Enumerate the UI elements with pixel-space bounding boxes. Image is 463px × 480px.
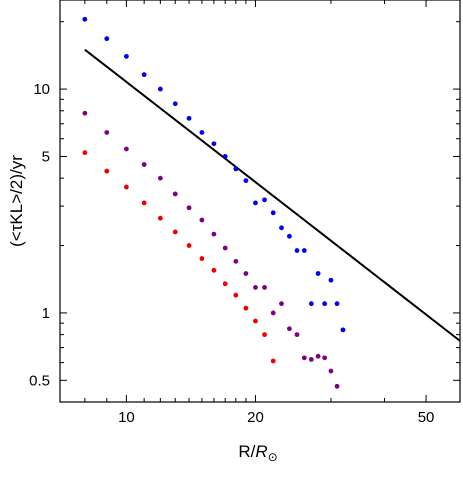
data-point	[233, 292, 239, 298]
y-axis-label: (<τKL>/2)/yr	[7, 155, 26, 247]
data-point	[199, 217, 205, 223]
axis-ticks	[59, 0, 461, 403]
data-point	[334, 383, 340, 389]
data-point	[157, 215, 163, 221]
plot-frame	[59, 0, 461, 403]
data-point	[243, 178, 249, 184]
data-point	[199, 130, 205, 135]
y-tick-label: 0.5	[29, 372, 50, 389]
data-point	[253, 285, 258, 290]
x-axis-label-r: R	[255, 442, 267, 461]
data-point	[104, 168, 110, 174]
data-point	[279, 225, 284, 231]
data-point	[262, 332, 267, 338]
data-point	[243, 305, 249, 311]
data-point	[82, 110, 88, 116]
data-point	[262, 285, 267, 290]
data-point	[124, 184, 129, 190]
data-point	[211, 231, 217, 237]
data-point	[334, 301, 340, 307]
y-tick-label: 5	[42, 148, 50, 165]
sun-symbol: ⊙	[268, 450, 278, 464]
x-tick-label: 20	[247, 409, 264, 426]
data-point	[222, 245, 228, 251]
data-point	[287, 326, 292, 332]
data-point	[172, 229, 178, 235]
data-point	[82, 16, 88, 22]
data-point	[141, 72, 147, 78]
tick-labels: 10 20 50 0.5 1 5 10	[29, 81, 434, 426]
data-point	[186, 205, 192, 211]
data-point	[222, 154, 228, 159]
data-point	[315, 271, 321, 276]
reference-line-group	[84, 48, 461, 342]
data-point	[294, 248, 300, 253]
data-point	[328, 277, 334, 283]
data-point	[104, 36, 110, 42]
data-point	[157, 86, 163, 92]
data-point	[253, 318, 258, 324]
data-point	[322, 355, 328, 361]
data-point	[308, 301, 314, 307]
y-tick-label: 1	[42, 305, 50, 322]
data-point	[328, 368, 334, 374]
data-point	[233, 166, 239, 172]
data-point	[211, 141, 217, 147]
x-tick-label: 10	[118, 409, 135, 426]
data-point	[82, 150, 88, 156]
data-point	[294, 332, 300, 338]
data-point	[199, 256, 205, 261]
data-point	[186, 243, 192, 248]
data-point	[322, 301, 328, 307]
data-points	[82, 16, 346, 389]
reference-line	[84, 48, 461, 342]
x-tick-label: 50	[418, 409, 435, 426]
data-point	[124, 146, 129, 152]
x-axis-label: R/R⊙	[238, 442, 277, 464]
data-point	[308, 356, 314, 362]
data-point	[186, 115, 192, 121]
data-point	[270, 358, 276, 364]
data-point	[301, 355, 307, 361]
data-point	[270, 310, 276, 316]
data-point	[262, 197, 267, 203]
data-point	[301, 248, 307, 253]
y-tick-label: 10	[33, 81, 50, 98]
data-point	[233, 258, 239, 264]
data-point	[253, 200, 258, 206]
data-point	[243, 271, 249, 276]
data-point	[222, 281, 228, 287]
data-point	[141, 200, 147, 206]
data-point	[172, 191, 178, 197]
data-point	[104, 130, 110, 135]
data-point	[279, 301, 284, 307]
data-point	[315, 353, 321, 359]
data-point	[172, 101, 178, 107]
data-point	[287, 233, 292, 239]
data-point	[340, 327, 346, 333]
data-point	[270, 210, 276, 216]
data-point	[157, 175, 163, 181]
data-point	[141, 162, 147, 167]
data-point	[211, 267, 217, 273]
data-point	[124, 53, 129, 59]
